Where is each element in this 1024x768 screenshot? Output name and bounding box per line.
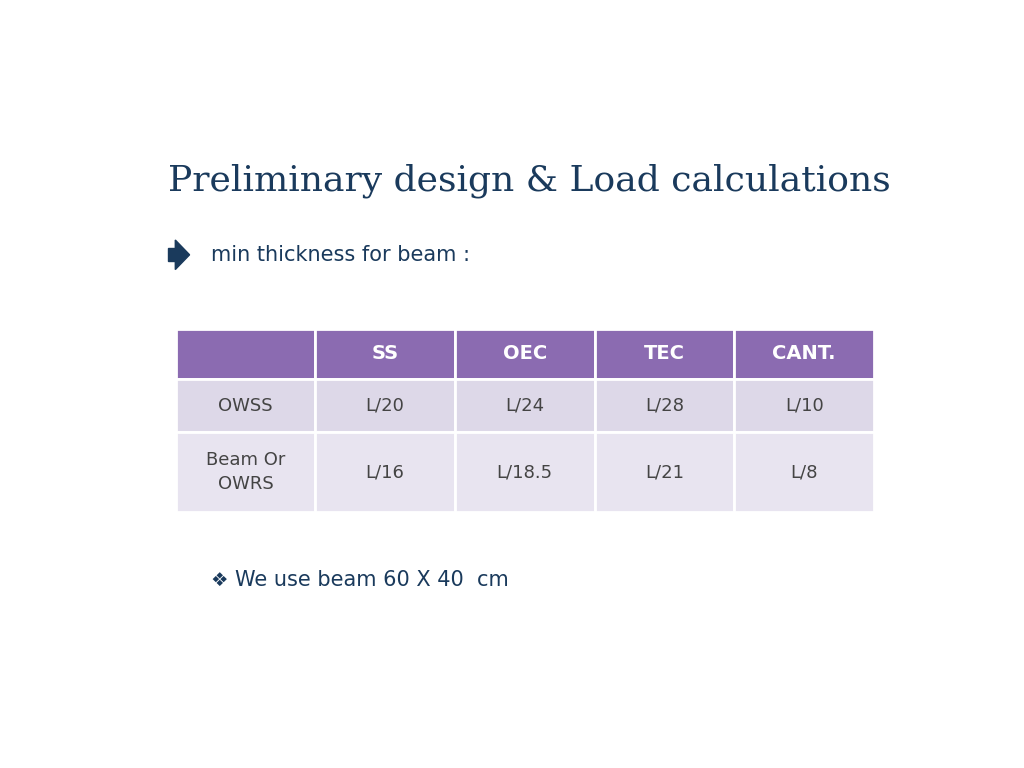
Text: L/20: L/20 [366,396,404,415]
Text: SS: SS [372,344,398,363]
Bar [595,329,734,379]
Bar [176,379,315,432]
Text: OEC: OEC [503,344,547,363]
Text: L/24: L/24 [505,396,545,415]
Bar [176,432,315,512]
Text: L/8: L/8 [791,463,818,481]
Bar [315,329,455,379]
Bar [455,329,595,379]
Bar [595,379,734,432]
Text: TEC: TEC [644,344,685,363]
Bar [734,329,874,379]
Text: L/28: L/28 [645,396,684,415]
Text: min thickness for beam :: min thickness for beam : [211,245,470,265]
Text: L/10: L/10 [784,396,823,415]
Bar [455,379,595,432]
Text: L/21: L/21 [645,463,684,481]
Text: ❖: ❖ [211,571,228,590]
Polygon shape [168,248,175,261]
Text: Beam Or
OWRS: Beam Or OWRS [206,452,285,493]
Bar [176,329,315,379]
Text: OWSS: OWSS [218,396,272,415]
Bar [734,379,874,432]
Bar [315,432,455,512]
Bar [734,432,874,512]
Text: L/18.5: L/18.5 [497,463,553,481]
Bar [315,379,455,432]
Polygon shape [175,240,189,270]
Text: CANT.: CANT. [772,344,836,363]
Text: We use beam 60 X 40  cm: We use beam 60 X 40 cm [236,570,509,590]
Bar [455,432,595,512]
Bar [595,432,734,512]
Text: Preliminary design & Load calculations: Preliminary design & Load calculations [168,163,891,197]
Text: L/16: L/16 [366,463,404,481]
